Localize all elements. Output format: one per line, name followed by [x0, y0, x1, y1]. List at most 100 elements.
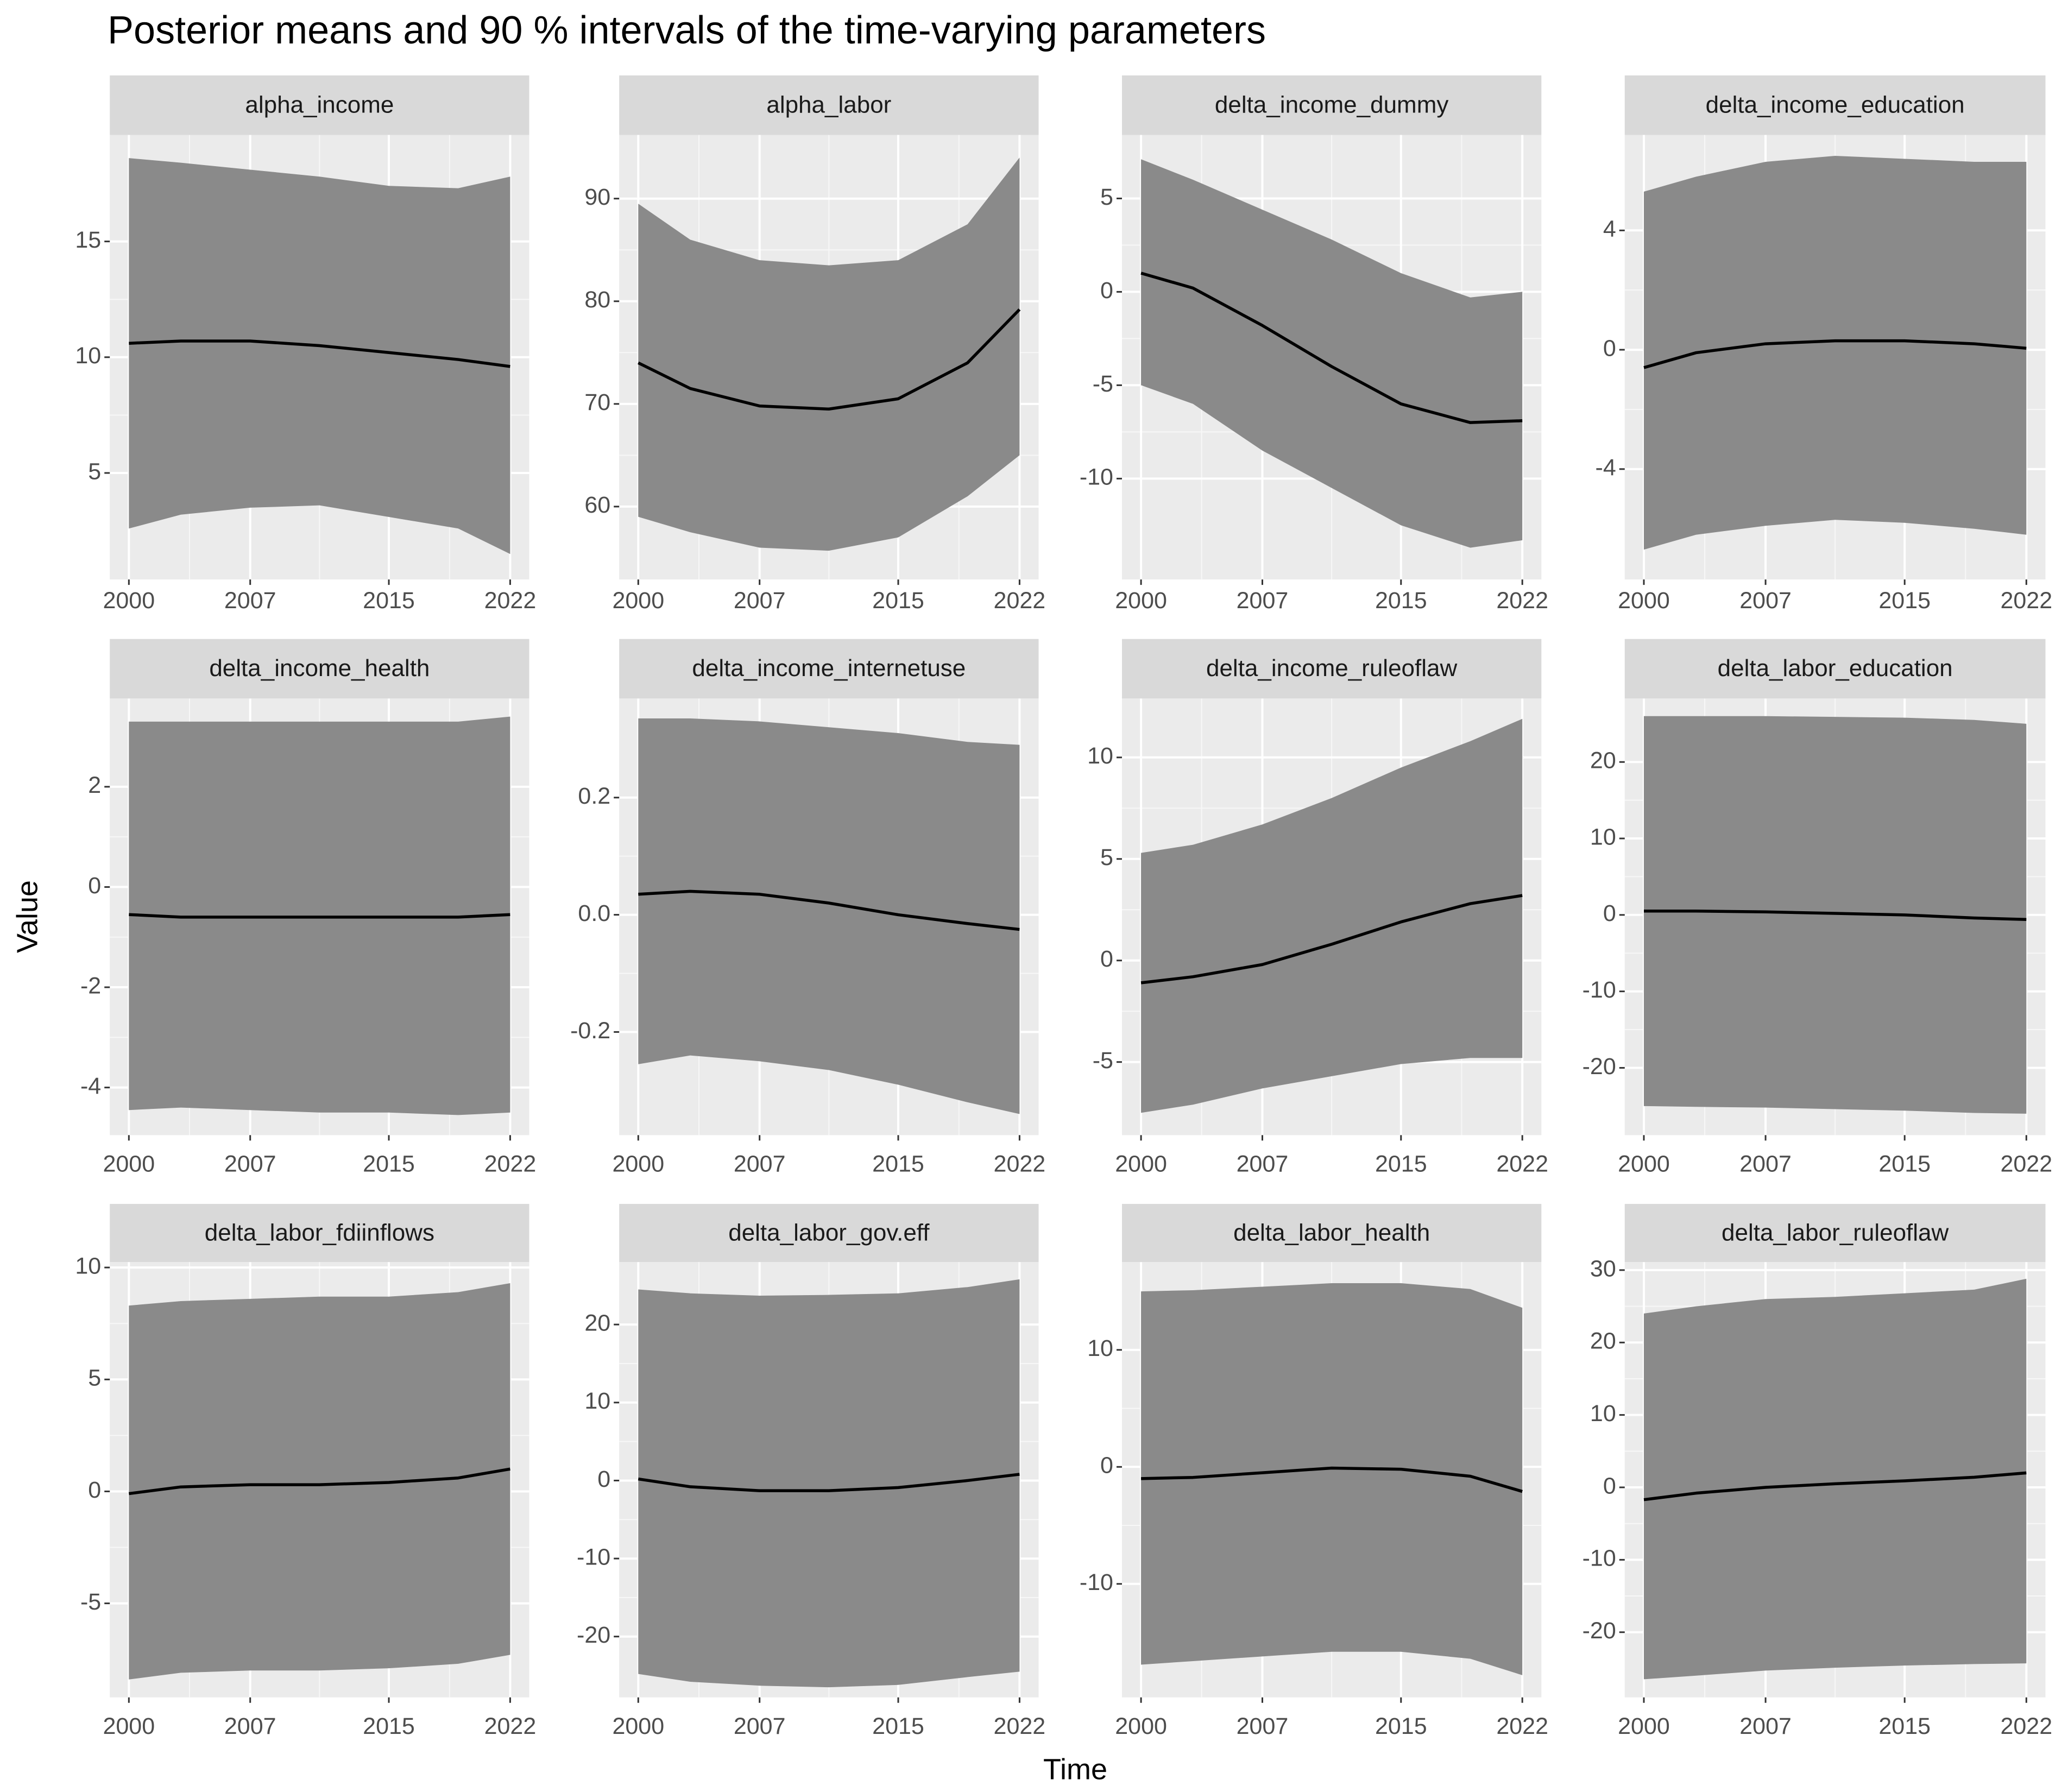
y-tick-label: 0	[1100, 946, 1113, 972]
y-tick-label: 0	[88, 1477, 101, 1503]
x-tick-label: 2000	[612, 588, 664, 614]
x-tick-label: 2022	[2000, 1713, 2052, 1739]
x-tick-label: 2015	[1878, 588, 1931, 614]
y-tick-label: 10	[75, 1253, 101, 1279]
mean-line	[1643, 910, 2027, 922]
y-tick-label: 10	[1590, 824, 1616, 850]
mean-line	[1140, 894, 1523, 985]
strip-label: delta_income_education	[1706, 91, 1965, 118]
y-tick-label: 0	[1100, 1453, 1113, 1479]
interval-band	[638, 718, 1020, 1114]
y-tick-label: -20	[1582, 1618, 1616, 1644]
strip	[110, 75, 529, 135]
y-tick-label: 5	[88, 1365, 101, 1391]
y-tick-label: 10	[584, 1388, 610, 1414]
x-tick-label: 2015	[872, 588, 924, 614]
strip	[1121, 75, 1542, 135]
x-tick-label: 2007	[224, 588, 276, 614]
strip-label: alpha_income	[245, 91, 394, 118]
x-tick-label: 2000	[103, 588, 155, 614]
x-tick-label: 2000	[1618, 1151, 1670, 1177]
mean-line	[1141, 1466, 1523, 1493]
x-tick-label: 2007	[1237, 1713, 1289, 1739]
y-tick-label: 10	[1087, 743, 1113, 769]
x-tick-label: 2007	[1237, 588, 1289, 614]
x-tick-label: 2007	[1739, 1713, 1792, 1739]
strip-label: delta_income_dummy	[1215, 91, 1448, 118]
x-tick-label: 2022	[1496, 1151, 1548, 1177]
strip	[1624, 639, 2046, 699]
y-tick-label: 0	[1603, 900, 1616, 926]
strip-label: delta_labor_fdiinflows	[205, 1219, 434, 1246]
x-tick-label: 2022	[1496, 588, 1548, 614]
x-tick-label: 2015	[1878, 1713, 1931, 1739]
y-tick-label: -10	[1080, 1569, 1113, 1595]
interval-band	[638, 157, 1020, 551]
x-axis-title: Time	[1043, 1753, 1107, 1785]
mean-line	[129, 339, 510, 368]
y-tick-label: 2	[88, 772, 101, 798]
y-tick-label: 4	[1603, 216, 1616, 242]
y-tick-label: -4	[1596, 455, 1616, 481]
mean-line	[638, 1473, 1020, 1492]
y-tick-label: -5	[1093, 371, 1113, 397]
interval-band	[1141, 718, 1523, 1113]
y-tick-label: -10	[577, 1544, 610, 1570]
x-tick-label: 2007	[734, 1713, 786, 1739]
strip-label: delta_labor_ruleoflaw	[1722, 1219, 1949, 1246]
x-tick-label: 2015	[1375, 1151, 1427, 1177]
y-tick-label: 0.2	[578, 783, 610, 809]
strip	[1624, 75, 2046, 135]
mean-line	[129, 913, 510, 919]
y-tick-label: 15	[75, 227, 101, 253]
strip	[1121, 1204, 1542, 1263]
x-tick-label: 2007	[1237, 1151, 1289, 1177]
x-tick-label: 2007	[224, 1713, 276, 1739]
y-tick-label: 20	[584, 1310, 610, 1336]
y-tick-label: 10	[1590, 1400, 1616, 1427]
x-tick-label: 2015	[1375, 588, 1427, 614]
y-axis-title: Value	[11, 880, 43, 953]
x-tick-label: 2000	[1115, 1151, 1167, 1177]
strip	[619, 639, 1039, 699]
x-tick-label: 2022	[994, 588, 1046, 614]
x-tick-label: 2000	[1618, 588, 1670, 614]
y-tick-label: 0	[1100, 277, 1113, 304]
figure-title: Posterior means and 90 % intervals of th…	[108, 9, 1266, 52]
strip-label: delta_income_internetuse	[692, 655, 966, 682]
interval-band	[1643, 716, 2027, 1114]
mean-line	[1643, 1471, 2027, 1501]
y-tick-label: 20	[1590, 1328, 1616, 1354]
interval-band	[1643, 155, 2027, 550]
x-tick-label: 2015	[1375, 1713, 1427, 1739]
y-tick-label: -4	[80, 1073, 101, 1099]
x-tick-label: 2000	[1115, 588, 1167, 614]
strip	[1624, 1204, 2046, 1263]
x-tick-label: 2022	[484, 588, 537, 614]
strip	[110, 639, 529, 699]
y-tick-label: 70	[584, 389, 610, 415]
strip-label: delta_labor_health	[1233, 1219, 1430, 1246]
y-tick-label: -20	[577, 1622, 610, 1648]
y-tick-label: 0	[1603, 1473, 1616, 1499]
strip	[619, 1204, 1039, 1263]
x-tick-label: 2022	[994, 1151, 1046, 1177]
y-tick-label: 10	[1087, 1335, 1113, 1361]
mean-line	[638, 308, 1021, 411]
y-tick-label: 80	[584, 287, 610, 313]
x-tick-label: 2000	[1115, 1713, 1167, 1739]
strip-label: delta_labor_gov.eff	[728, 1219, 930, 1246]
y-tick-label: 10	[75, 343, 101, 369]
interval-band	[129, 1283, 510, 1680]
y-tick-label: 0.0	[578, 900, 610, 926]
mean-line	[1643, 339, 2027, 369]
x-tick-label: 2015	[363, 588, 415, 614]
x-tick-label: 2015	[872, 1713, 924, 1739]
x-tick-label: 2007	[734, 588, 786, 614]
y-tick-label: 5	[88, 458, 101, 484]
interval-band	[129, 158, 510, 554]
y-tick-label: -2	[80, 973, 101, 999]
x-tick-label: 2022	[994, 1713, 1046, 1739]
